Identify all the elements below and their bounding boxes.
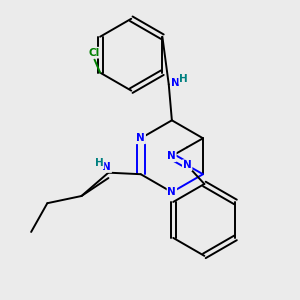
Text: N: N [103, 162, 111, 172]
Text: H: H [179, 74, 188, 84]
Text: N: N [171, 78, 180, 88]
Text: N: N [167, 151, 176, 161]
Text: N: N [136, 133, 145, 143]
Text: H: H [95, 158, 103, 168]
Text: N: N [183, 160, 192, 170]
Text: Cl: Cl [89, 48, 100, 58]
Text: N: N [167, 187, 176, 197]
